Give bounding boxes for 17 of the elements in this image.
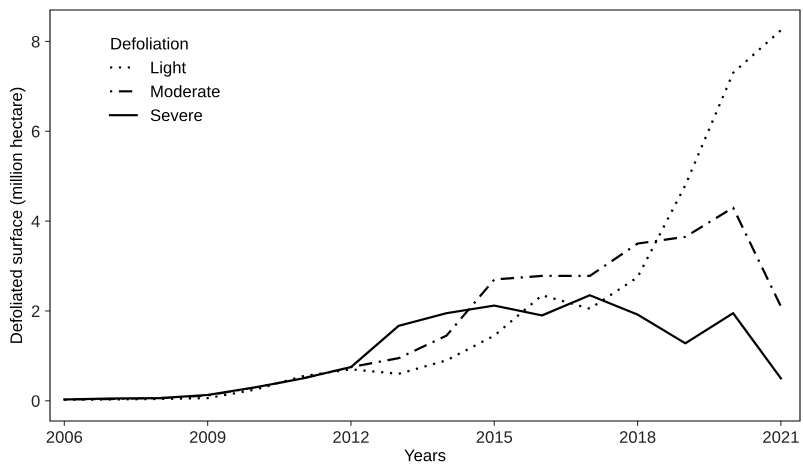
legend-label: Severe [150,109,202,122]
x-axis-title: Years [404,450,446,462]
y-tick-label: 2 [32,305,40,317]
y-axis-title: Defoliated surface (million hectare) [10,88,26,343]
x-tick-label: 2006 [46,431,82,443]
y-tick-label: 8 [32,36,40,48]
y-tick-label: 6 [32,126,40,138]
y-tick-label: 4 [31,216,40,228]
legend-label: Light [151,61,186,77]
y-tick-label: 0 [32,395,40,407]
x-tick-label: 2015 [476,431,512,443]
x-tick-label: 2009 [190,431,226,443]
x-tick-label: 2021 [763,431,799,443]
legend-label: Moderate [151,85,220,98]
x-tick-label: 2012 [333,431,369,443]
x-tick-label: 2018 [620,431,656,443]
legend-title: Defoliation [111,37,188,50]
